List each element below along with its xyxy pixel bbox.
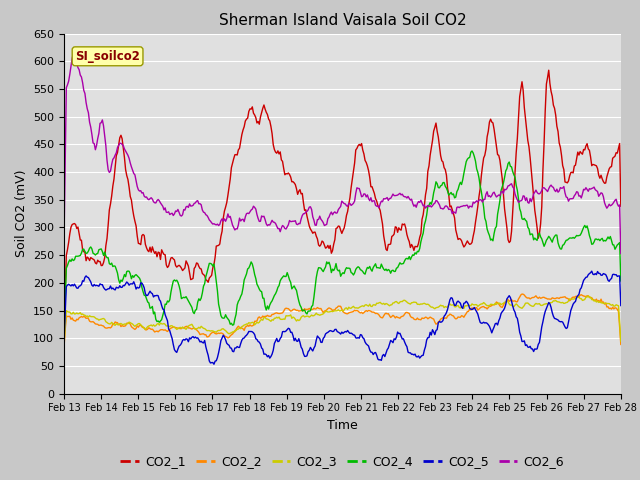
CO2_3 <box>234 326 241 332</box>
CO2_3 <box>584 293 592 299</box>
CO2_6 <box>617 251 625 256</box>
CO2_5 <box>588 268 596 274</box>
Line: CO2_4: CO2_4 <box>64 151 621 335</box>
CO2_2 <box>234 324 241 330</box>
CO2_3 <box>617 338 625 344</box>
CO2_1 <box>399 221 406 227</box>
CO2_5 <box>210 361 218 367</box>
CO2_2 <box>567 297 575 302</box>
CO2_1 <box>60 324 68 329</box>
CO2_3 <box>60 341 68 347</box>
CO2_6 <box>567 196 575 202</box>
CO2_6 <box>470 200 478 206</box>
CO2_4 <box>617 278 625 284</box>
CO2_6 <box>399 193 407 199</box>
Line: CO2_3: CO2_3 <box>64 296 621 344</box>
CO2_5 <box>60 338 68 344</box>
CO2_6 <box>60 240 68 245</box>
Text: SI_soilco2: SI_soilco2 <box>75 50 140 63</box>
X-axis label: Time: Time <box>327 419 358 432</box>
Y-axis label: Soil CO2 (mV): Soil CO2 (mV) <box>15 170 28 257</box>
CO2_3 <box>372 302 380 308</box>
Legend: CO2_1, CO2_2, CO2_3, CO2_4, CO2_5, CO2_6: CO2_1, CO2_2, CO2_3, CO2_4, CO2_5, CO2_6 <box>115 450 570 473</box>
CO2_4 <box>372 261 380 267</box>
Line: CO2_1: CO2_1 <box>64 70 621 326</box>
CO2_6 <box>296 221 304 227</box>
Title: Sherman Island Vaisala Soil CO2: Sherman Island Vaisala Soil CO2 <box>219 13 466 28</box>
CO2_5 <box>567 308 575 313</box>
Line: CO2_6: CO2_6 <box>64 54 621 253</box>
CO2_5 <box>399 336 407 342</box>
CO2_2 <box>617 342 625 348</box>
CO2_5 <box>617 303 625 309</box>
CO2_5 <box>470 305 478 311</box>
CO2_4 <box>295 298 303 304</box>
CO2_1 <box>567 170 575 176</box>
CO2_4 <box>468 148 476 154</box>
CO2_1 <box>469 233 477 239</box>
Line: CO2_2: CO2_2 <box>64 294 621 348</box>
CO2_4 <box>60 332 68 337</box>
CO2_4 <box>234 302 241 308</box>
CO2_4 <box>470 154 478 159</box>
CO2_2 <box>60 345 68 350</box>
CO2_5 <box>234 345 242 350</box>
CO2_2 <box>295 308 303 314</box>
CO2_4 <box>399 261 406 267</box>
CO2_2 <box>372 311 380 316</box>
CO2_6 <box>70 51 77 57</box>
CO2_3 <box>566 296 573 302</box>
CO2_5 <box>296 339 304 345</box>
CO2_6 <box>234 222 242 228</box>
CO2_2 <box>469 306 477 312</box>
CO2_3 <box>295 318 303 324</box>
CO2_3 <box>399 299 406 304</box>
CO2_1 <box>545 67 552 73</box>
CO2_3 <box>469 302 477 308</box>
CO2_1 <box>372 196 380 202</box>
CO2_2 <box>518 291 526 297</box>
CO2_1 <box>295 188 303 194</box>
CO2_1 <box>617 204 625 209</box>
CO2_5 <box>373 352 381 358</box>
CO2_6 <box>373 204 381 209</box>
CO2_1 <box>234 152 241 158</box>
CO2_2 <box>399 313 406 319</box>
CO2_4 <box>567 235 575 241</box>
Line: CO2_5: CO2_5 <box>64 271 621 364</box>
